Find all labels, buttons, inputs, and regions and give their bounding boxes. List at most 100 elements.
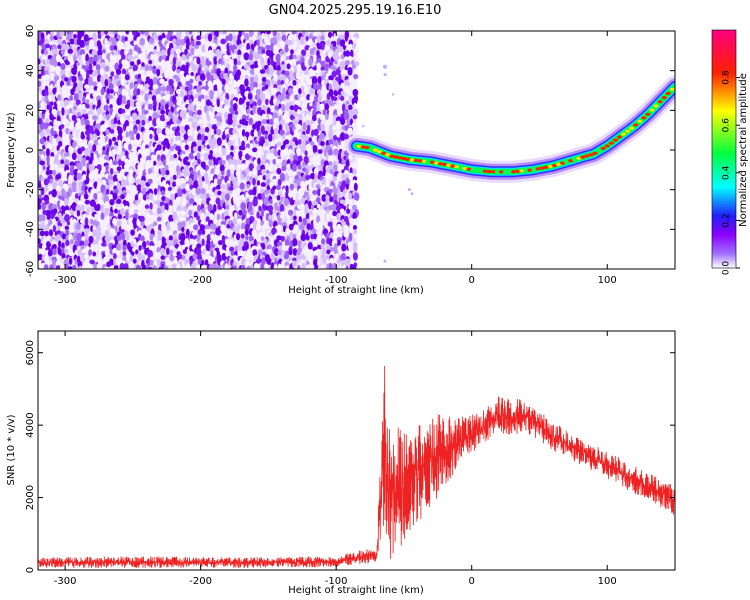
ridge-point xyxy=(535,167,541,171)
noise-cell xyxy=(240,145,246,151)
noise-cell xyxy=(164,197,171,206)
noise-cell xyxy=(88,143,93,150)
noise-cell xyxy=(201,60,207,68)
noise-cell xyxy=(140,180,146,187)
y-tick-label: 40 xyxy=(25,64,36,77)
noise-cell xyxy=(308,57,313,67)
noise-cell xyxy=(38,182,42,190)
noise-cell xyxy=(352,114,358,120)
noise-cell xyxy=(344,79,351,87)
noise-cell xyxy=(353,102,357,110)
noise-cell xyxy=(91,81,98,87)
noise-cell xyxy=(248,31,254,38)
noise-cell xyxy=(44,74,50,80)
noise-cell xyxy=(234,48,238,56)
x-tick-label: 0 xyxy=(469,275,475,286)
noise-cell xyxy=(113,165,119,173)
noise-cell xyxy=(300,85,305,91)
noise-cell xyxy=(293,33,297,41)
noise-cell xyxy=(204,224,210,231)
noise-cell xyxy=(320,66,325,72)
noise-cell xyxy=(177,254,183,260)
noise-cell xyxy=(89,254,95,260)
ridge-point xyxy=(437,162,444,166)
noise-cell xyxy=(135,119,141,125)
noise-cell xyxy=(64,214,70,222)
noise-cell xyxy=(38,93,42,101)
noise-cell xyxy=(337,239,341,248)
noise-cell xyxy=(116,249,121,256)
noise-cell xyxy=(95,64,101,71)
noise-cell xyxy=(255,44,259,52)
noise-cell xyxy=(125,253,131,262)
noise-cell xyxy=(147,267,154,269)
noise-cell xyxy=(287,209,294,216)
noise-cell xyxy=(38,45,42,54)
noise-cell xyxy=(236,218,243,224)
noise-cell xyxy=(208,54,214,63)
noise-cell xyxy=(148,209,153,215)
noise-cell xyxy=(104,250,109,256)
noise-cell xyxy=(312,135,317,143)
noise-cell xyxy=(128,198,135,206)
noise-cell xyxy=(352,218,358,227)
noise-cell xyxy=(255,258,262,264)
noise-cell xyxy=(320,253,325,260)
noise-cell xyxy=(107,174,113,181)
noise-cell xyxy=(230,250,235,256)
noise-cell xyxy=(289,70,293,76)
noise-cell xyxy=(67,48,73,54)
noise-cell xyxy=(289,183,295,191)
noise-cell xyxy=(80,218,85,224)
noise-cell xyxy=(40,101,45,108)
noise-cell xyxy=(269,153,275,161)
noise-cell xyxy=(139,215,145,223)
noise-cell xyxy=(314,265,319,269)
noise-cell xyxy=(352,168,357,175)
noise-cell xyxy=(131,155,138,163)
noise-cell xyxy=(110,265,115,269)
y-tick-label: 2000 xyxy=(25,485,36,510)
noise-cell xyxy=(88,181,93,188)
noise-cell xyxy=(341,159,346,165)
noise-cell xyxy=(227,140,233,147)
noise-cell xyxy=(156,144,162,151)
noise-cell xyxy=(96,233,100,242)
noise-cell xyxy=(156,43,160,53)
noise-cell xyxy=(326,249,331,255)
ridge-point xyxy=(527,168,533,172)
noise-cell xyxy=(69,58,75,66)
noise-cell xyxy=(244,78,249,87)
noise-cell xyxy=(297,264,301,269)
noise-cell xyxy=(312,114,317,122)
noise-cell xyxy=(109,167,114,175)
noise-cell xyxy=(144,218,150,227)
noise-cell xyxy=(129,105,133,111)
ridge-point xyxy=(498,170,505,174)
noise-cell xyxy=(112,192,118,201)
noise-cell xyxy=(94,243,99,253)
noise-cell xyxy=(43,264,49,269)
noise-cell xyxy=(132,119,137,126)
noise-cell xyxy=(315,68,321,74)
noise-cell xyxy=(128,143,132,151)
noise-cell xyxy=(249,85,254,91)
noise-cell xyxy=(90,218,94,225)
noise-cell xyxy=(285,245,290,252)
noise-cell xyxy=(56,79,60,88)
noise-cell xyxy=(296,63,302,73)
noise-cell xyxy=(352,212,357,221)
noise-cell xyxy=(187,135,194,143)
noise-cell xyxy=(312,145,318,154)
noise-cell xyxy=(96,123,101,130)
noise-cell xyxy=(353,192,360,201)
noise-cell xyxy=(106,88,110,95)
noise-cell xyxy=(292,118,299,125)
noise-cell xyxy=(235,148,239,156)
noise-cell xyxy=(272,185,277,191)
noise-cell xyxy=(199,224,206,232)
scatter-dot xyxy=(382,64,387,69)
noise-cell xyxy=(152,245,158,251)
noise-cell xyxy=(250,64,255,69)
noise-cell xyxy=(58,140,63,147)
